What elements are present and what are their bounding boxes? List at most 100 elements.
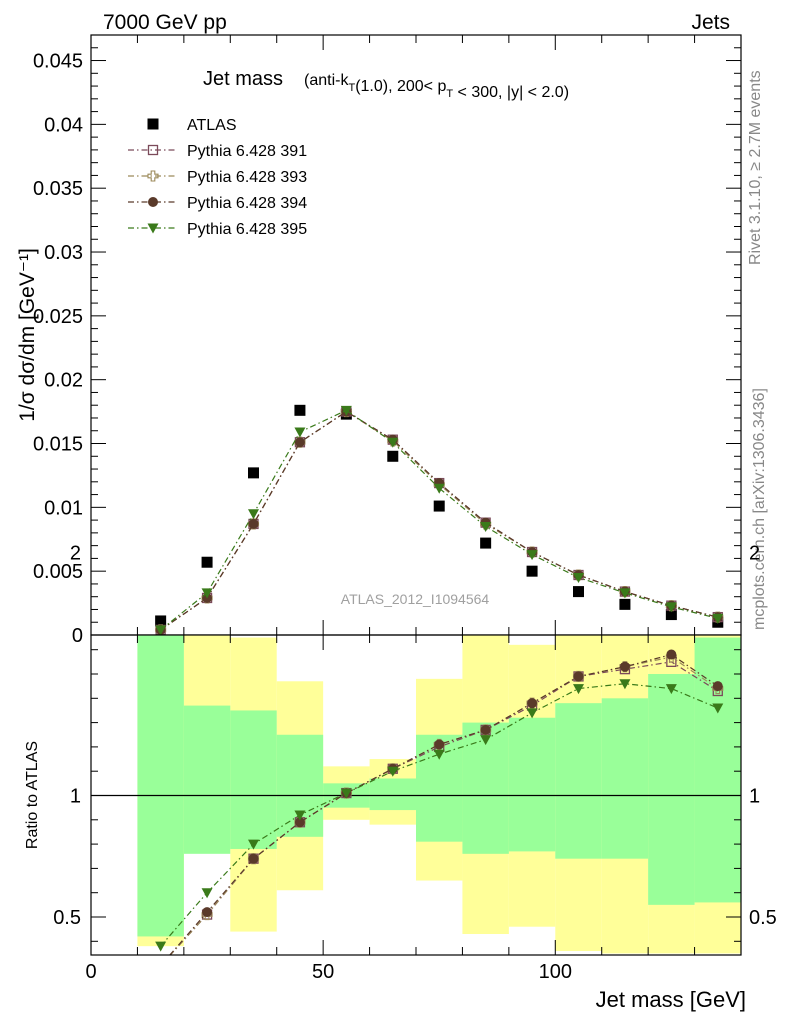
chart-title: Jet mass [203,68,283,90]
main-data-point [619,598,631,610]
x-axis-label: Jet mass [GeV] [596,987,746,1012]
legend-item: Pythia 6.428 393 [128,169,307,186]
mcplots-label: mcplots.cern.ch [arXiv:1306.3436] [751,388,768,630]
main-data-point [294,437,305,448]
ratio-data-point [666,649,677,660]
stat-uncertainty-band [648,674,695,905]
main-data-point [340,405,352,416]
main-data-point [480,537,492,549]
ratio-data-point [480,724,491,735]
main-series-layer [155,404,724,635]
header-left: 7000 GeV pp [103,11,227,34]
ratio-data-point [340,788,352,799]
ratio-data-point [712,681,723,692]
ratio-data-point [526,708,538,719]
main-data-point [294,404,306,416]
main-data-point [155,615,167,627]
main-data-point [619,588,631,599]
x-tick-label: 0 [85,961,96,983]
main-panel: ATLAS_2012_I1094564 00.0050.010.0150.020… [16,34,742,647]
main-data-point [573,573,584,584]
main-data-point [433,483,445,494]
main-data-point [573,586,584,598]
ratio-data-point [619,679,631,690]
main-y-tick-label: 0.02 [44,370,83,392]
legend-item: Pythia 6.428 391 [128,143,307,160]
ratio-y-tick-label: 2 [70,543,81,565]
ratio-data-point [434,739,445,750]
main-axes: 0 0.005 0.01 0.015 0.02 0.025 0.03 0.035 0.04 0.0… [33,35,742,647]
main-data-point [480,521,492,532]
stat-uncertainty-band [694,637,741,903]
stat-uncertainty-band [230,710,277,849]
main-y-tick-label: 0.005 [33,561,83,583]
rivet-version-label: Rivet 3.1.10, ≥ 2.7M events [747,70,764,265]
ratio-y-tick-label-right: 2 [749,543,760,565]
x-tick-label: 100 [539,961,572,983]
main-data-point [248,509,259,520]
ratio-data-point [480,735,492,746]
legend-label: Pythia 6.428 395 [187,221,307,238]
ratio-data-point [294,817,305,828]
ratio-series-layer [155,649,724,971]
stat-uncertainty-band [508,717,556,852]
legend-marker [148,197,158,207]
legend-label: Pythia 6.428 391 [187,143,307,160]
ratio-series-3 [155,679,724,952]
ratio-y-tick-label-right: 1 [749,786,760,808]
legend-item: Pythia 6.428 394 [128,195,307,212]
ratio-uncertainty-bands [137,635,741,954]
ratio-data-point [248,853,259,864]
ratio-data-point [433,749,445,760]
legend-label: ATLAS [187,117,237,134]
main-y-tick-label: 0.01 [44,497,83,519]
legend-label: Pythia 6.428 393 [187,169,307,186]
main-y-axis-label-text: 1/σ dσ/dm [GeV⁻¹] [16,248,39,422]
main-y-tick-label: 0.035 [33,178,83,200]
ratio-data-point [619,661,630,672]
main-y-tick-label: 0 [72,625,83,647]
ratio-data-point [248,839,259,850]
main-y-tick-label: 0.03 [44,242,83,264]
main-y-tick-label: 0.04 [44,114,83,136]
stat-uncertainty-band [369,778,416,811]
ratio-data-point [156,961,165,970]
chart-subtitle: (anti-kT(1.0), 200< pT < 300, |y| < 2.0) [304,72,569,101]
ratio-panel: 0.5 0.5 1 1 2 2 0 50 100 Ratio to ATLAS Jet mass… [24,543,777,1013]
main-data-point [433,500,445,512]
legend-label: Pythia 6.428 394 [187,195,307,212]
main-y-tick-label: 0.025 [33,306,83,328]
legend-item: Pythia 6.428 395 [128,221,307,238]
main-data-point [248,518,259,529]
main-data-point [665,602,677,613]
main-data-point [712,613,724,624]
stat-uncertainty-band [555,703,602,859]
main-y-axis-label: 1/σ dσ/dm [GeV⁻¹] [16,248,39,422]
header-right: Jets [691,11,730,34]
legend-marker [147,144,159,156]
ratio-data-point [155,941,167,952]
ratio-y-axis-label: Ratio to ATLAS [24,741,41,849]
ratio-data-point [573,671,584,682]
main-title: Jet mass (anti-kT(1.0), 200< pT < 300, |y… [203,68,569,101]
main-data-point [526,565,538,577]
analysis-watermark: ATLAS_2012_I1094564 [341,591,490,607]
main-data-point [294,427,306,438]
ratio-axes: 0.5 0.5 1 1 2 2 0 50 100 [53,543,777,984]
legend-marker [147,170,159,182]
stat-uncertainty-band [601,698,649,859]
ratio-data-point [387,766,399,777]
legend-item: ATLAS [147,117,237,134]
legend-marker [147,223,159,234]
ratio-data-point [712,703,724,714]
ratio-data-point [573,684,584,695]
main-data-point [526,550,538,561]
ratio-y-tick-label: 1 [70,786,81,808]
ratio-data-point [156,961,166,971]
ratio-data-point [201,888,213,899]
main-data-point [387,437,399,448]
ratio-data-point [665,684,677,695]
stat-uncertainty-band [183,705,231,854]
main-series-4 [155,405,724,635]
